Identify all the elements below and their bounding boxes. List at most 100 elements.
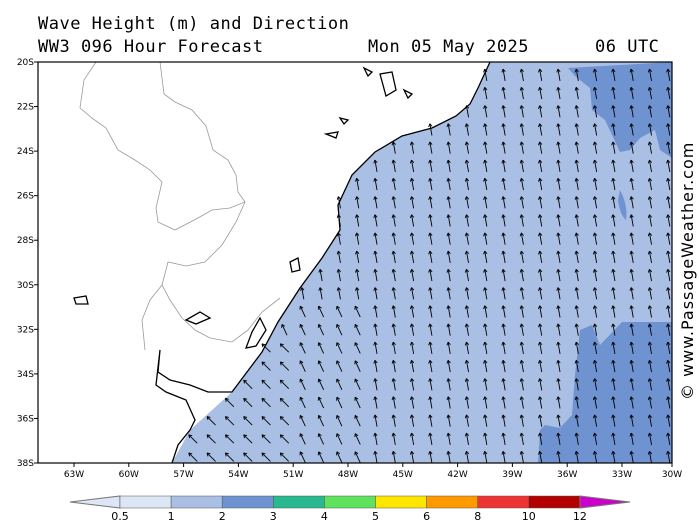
wave-arrow xyxy=(538,105,543,118)
wave-arrow xyxy=(592,287,598,300)
wave-arrow xyxy=(483,196,488,209)
wave-arrow xyxy=(556,87,561,100)
wave-arrow xyxy=(409,159,415,172)
wave-arrow xyxy=(428,323,433,336)
wave-arrow xyxy=(666,232,671,245)
wave-arrow xyxy=(464,269,470,282)
wave-arrow xyxy=(647,178,653,191)
wave-arrow xyxy=(611,105,616,118)
wave-arrow xyxy=(501,196,506,209)
wave-arrow xyxy=(538,414,543,427)
scale-left-arrow xyxy=(69,495,121,509)
wave-arrow xyxy=(501,432,506,445)
wave-arrow xyxy=(428,360,433,373)
wave-arrow xyxy=(519,214,524,227)
scale-cell xyxy=(528,495,581,509)
wave-arrow xyxy=(279,416,290,426)
longitude-label: 60W xyxy=(119,470,139,480)
wave-arrow xyxy=(428,232,433,245)
scale-right-arrow xyxy=(579,495,631,509)
wave-arrow xyxy=(409,232,415,245)
wave-arrow xyxy=(556,396,561,409)
wave-arrow xyxy=(354,414,361,427)
wave-arrow xyxy=(464,323,470,336)
wave-arrow xyxy=(592,105,598,118)
wave-arrow xyxy=(409,360,415,373)
wave-arrow xyxy=(355,196,360,209)
wave-arrow xyxy=(611,214,616,227)
wave-arrow xyxy=(556,214,561,227)
wave-arrow xyxy=(574,305,579,318)
wave-arrow xyxy=(391,178,396,191)
wave-arrow xyxy=(519,232,524,245)
forecast-label: WW3 096 Hour Forecast xyxy=(38,37,264,57)
wave-arrow xyxy=(666,396,671,409)
wave-arrow xyxy=(391,305,396,318)
map-title: Wave Height (m) and Direction xyxy=(38,14,350,34)
map-frame xyxy=(37,61,673,464)
wave-arrow xyxy=(317,342,325,354)
wave-arrow xyxy=(446,360,451,373)
scale-cell xyxy=(170,495,223,509)
wave-arrow xyxy=(428,196,433,209)
longitude-label: 36W xyxy=(557,470,577,480)
wave-arrow xyxy=(355,232,360,245)
wave-arrow xyxy=(501,378,506,391)
wave-arrow xyxy=(538,68,543,81)
wave-arrow xyxy=(483,178,488,191)
wave-arrow xyxy=(336,196,341,209)
wave-arrow xyxy=(538,159,543,172)
wave-arrow xyxy=(556,68,561,81)
wave-arrow xyxy=(647,232,653,245)
wave-arrow xyxy=(611,178,616,191)
wave-arrow xyxy=(647,396,653,409)
wave-arrow xyxy=(592,396,598,409)
wave-arrow xyxy=(317,378,325,391)
wave-arrow xyxy=(538,287,543,300)
wave-arrow xyxy=(391,287,396,300)
wave-arrow xyxy=(446,451,451,463)
wave-arrow xyxy=(336,451,343,463)
wave-arrow xyxy=(629,87,634,100)
wave-arrow xyxy=(538,87,543,100)
wave-arrow xyxy=(501,396,506,409)
wave-arrow xyxy=(629,68,634,81)
wave-arrow xyxy=(592,323,598,336)
wave-arrow xyxy=(501,68,506,81)
wave-arrow xyxy=(446,378,451,391)
wave-arrow xyxy=(261,397,271,408)
wave-arrow xyxy=(409,250,415,263)
wave-arrow xyxy=(574,214,579,227)
wave-arrow xyxy=(611,378,616,391)
wave-arrow xyxy=(428,287,433,300)
wave-arrow xyxy=(592,360,598,373)
wave-arrow xyxy=(666,360,671,373)
wave-arrow xyxy=(519,68,524,81)
wave-arrow xyxy=(556,178,561,191)
wave-arrow xyxy=(206,416,216,426)
wave-arrow xyxy=(464,305,470,318)
wave-arrow xyxy=(373,287,378,300)
wave-arrow xyxy=(409,432,415,445)
wave-arrow xyxy=(592,305,598,318)
wave-arrow xyxy=(299,323,306,336)
wave-arrow xyxy=(666,159,671,172)
colour-scale: 0.5 1 2 3 4 5 6 8 10 12 xyxy=(69,495,631,523)
wave-arrow xyxy=(483,269,488,282)
wave-arrow xyxy=(373,451,378,463)
wave-arrow xyxy=(317,433,325,445)
wave-arrow xyxy=(501,232,506,245)
wave-arrow xyxy=(428,341,433,354)
wave-arrow xyxy=(446,159,451,172)
wave-arrow xyxy=(666,287,671,300)
wave-arrow xyxy=(188,452,198,462)
wave-arrow xyxy=(483,414,488,427)
wave-arrow xyxy=(299,433,306,445)
wave-arrow xyxy=(501,141,506,154)
wave-arrow xyxy=(574,105,579,118)
wave-arrow xyxy=(281,323,288,336)
scale-cell xyxy=(119,495,172,509)
wave-arrow xyxy=(556,123,561,136)
wave-arrow xyxy=(647,105,653,118)
wave-arrow xyxy=(299,414,306,427)
